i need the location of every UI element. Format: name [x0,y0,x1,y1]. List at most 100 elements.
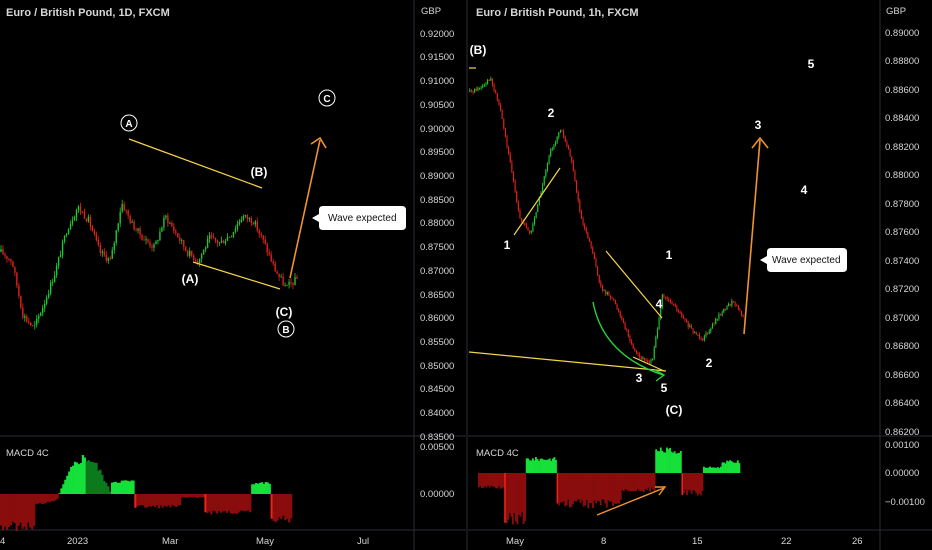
macd-bar [553,457,556,473]
left-x-tick: May [256,536,274,547]
right-y-tick: 0.88200 [885,142,919,153]
left-macd-label: MACD 4C [6,448,49,459]
macd-bar [513,473,516,513]
candle-body [682,315,684,319]
candle-body [559,130,561,133]
candle-body [545,170,547,177]
macd-bar [163,494,166,506]
candle-body [61,241,64,256]
right-wedge-lower [632,356,665,372]
candle-body [474,88,476,93]
macd-bar [647,473,650,488]
candle-body [483,84,485,86]
macd-bar [3,494,7,527]
candle-body [477,88,479,91]
candle-body [707,333,709,335]
candle-body [40,313,42,316]
candle-body [173,226,175,231]
left-y-tick: 0.88500 [420,195,454,206]
macd-bar [107,486,110,494]
candle-body [603,290,605,291]
macd-bar [173,494,176,507]
candle-body [585,228,587,233]
macd-bar [593,473,596,501]
macd-bar [696,473,699,496]
macd-bar [46,494,49,502]
right-macd-arrow-head [655,486,667,496]
macd-bar [508,473,511,514]
macd-bar [101,474,104,494]
macd-bar [548,458,551,473]
candle-body [616,304,618,309]
candle-body [736,305,738,307]
candle-body [548,156,550,164]
candle-body [478,87,481,89]
candle-body [637,353,639,355]
macd-bar [507,473,510,520]
macd-bar [188,494,192,498]
candle-body [278,274,280,277]
macd-bar [70,467,73,494]
candle-body [729,303,731,306]
candle-body [254,221,256,225]
macd-bar [587,473,590,509]
left-wedge-upper [128,138,263,189]
candle-body [703,336,705,341]
candle-body [572,161,574,172]
candle-body [258,230,260,234]
candle-body [608,292,610,296]
macd-bar [505,473,508,524]
candle-body [210,235,213,238]
macd-bar [233,494,236,514]
candle-body [256,221,258,231]
candle-body [14,267,16,273]
candle-body [246,215,249,220]
macd-bar [713,467,716,473]
candle-body [155,241,157,245]
left-y-tick: 0.87500 [420,242,454,253]
macd-bar [542,459,545,473]
macd-bar [186,494,190,498]
candle-body [97,239,100,246]
candle-body [726,306,728,310]
candle-body [47,293,50,298]
candle-body [191,250,193,256]
candle-body [655,337,657,348]
candle-body [103,251,105,256]
macd-bar [260,482,264,494]
candle-body [0,249,2,252]
candle-body [652,358,654,361]
candle-body [668,299,670,301]
right-y-tick: 0.86800 [885,341,919,352]
right-chart-title: Euro / British Pound, 1h, FXCM [476,7,639,19]
candle-body [131,221,133,223]
candle-body [694,332,696,334]
macd-bar [237,494,240,513]
candle-body [598,275,600,283]
macd-bar [491,473,494,487]
candle-body [563,130,565,138]
right-line-wave2 [513,167,561,236]
macd-bar [735,462,738,473]
macd-bar [718,468,721,473]
macd-bar [636,473,639,489]
candle-body [157,240,159,242]
candle-body [469,90,471,92]
candle-body [737,305,739,310]
candle-body [83,212,86,219]
macd-bar [522,473,525,524]
candle-body [579,200,581,212]
candle-body [117,223,119,231]
candle-body [36,318,38,325]
candle-body [26,316,28,322]
macd-bar [99,469,102,494]
candle-body [645,359,647,361]
candle-body [65,233,68,236]
candle-body [671,301,673,304]
candle-body [634,348,636,351]
candle-body [629,336,631,342]
macd-bar [641,473,644,491]
candle-body [200,254,203,259]
candle-body [713,324,715,325]
macd-bar [151,494,155,506]
